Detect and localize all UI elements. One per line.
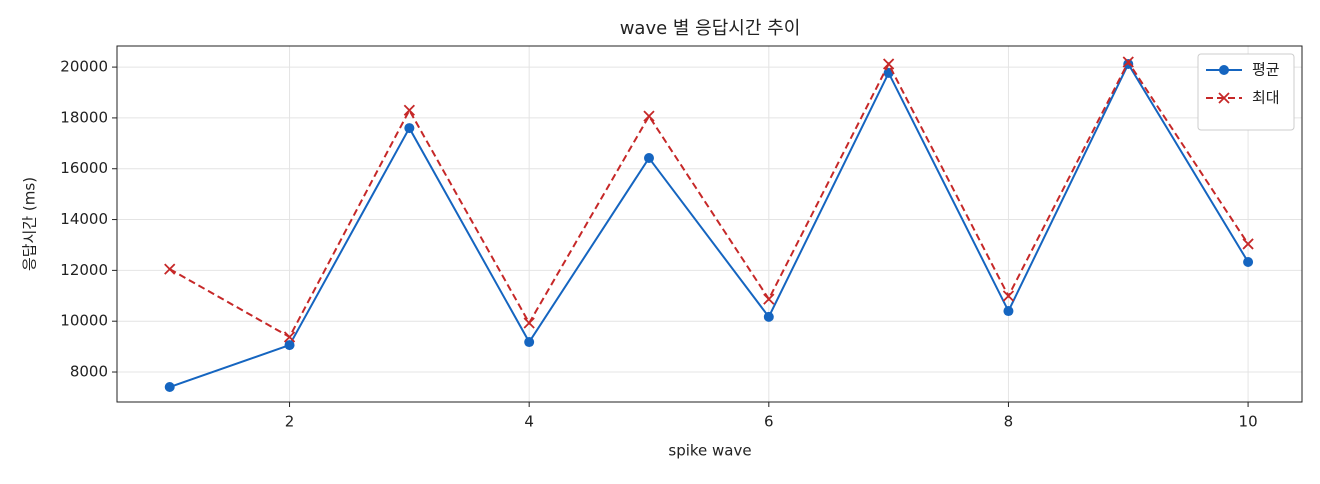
x-tick-label: 10 bbox=[1239, 413, 1258, 431]
point bbox=[763, 293, 775, 305]
point bbox=[882, 58, 895, 70]
y-tick-label: 16000 bbox=[60, 159, 108, 177]
y-tick-label: 18000 bbox=[60, 108, 108, 126]
point bbox=[523, 317, 535, 329]
point bbox=[643, 153, 654, 164]
point bbox=[164, 263, 176, 275]
legend-label: 최대 bbox=[1252, 89, 1280, 107]
y-tick-label: 12000 bbox=[60, 261, 108, 279]
y-tick-label: 10000 bbox=[60, 312, 108, 330]
point bbox=[1003, 306, 1014, 317]
point bbox=[1242, 238, 1254, 250]
series-line bbox=[169, 61, 1249, 388]
x-tick-label: 6 bbox=[764, 413, 774, 431]
point bbox=[164, 382, 175, 393]
y-axis-label: 응답시간 (ms) bbox=[21, 177, 39, 271]
y-tick-label: 14000 bbox=[60, 210, 108, 228]
point bbox=[524, 337, 535, 348]
legend-marker bbox=[1219, 65, 1229, 75]
point bbox=[1002, 290, 1015, 302]
chart-title: wave 별 응답시간 추이 bbox=[620, 18, 801, 39]
point bbox=[284, 340, 295, 351]
point bbox=[283, 331, 296, 343]
point bbox=[1122, 56, 1134, 68]
legend-label: 평균 bbox=[1252, 61, 1280, 79]
point bbox=[403, 104, 415, 116]
x-tick-label: 2 bbox=[285, 413, 295, 431]
y-tick-label: 8000 bbox=[70, 363, 108, 381]
legend-marker bbox=[1218, 92, 1230, 104]
y-tick-label: 20000 bbox=[60, 58, 108, 76]
point bbox=[763, 311, 774, 322]
point bbox=[1243, 256, 1254, 267]
point bbox=[404, 123, 415, 134]
x-tick-label: 4 bbox=[524, 413, 534, 431]
series-line bbox=[169, 60, 1249, 339]
x-axis-label: spike wave bbox=[668, 442, 751, 460]
x-tick-label: 8 bbox=[1004, 413, 1014, 431]
point bbox=[643, 110, 655, 122]
plot-frame bbox=[116, 45, 1303, 403]
